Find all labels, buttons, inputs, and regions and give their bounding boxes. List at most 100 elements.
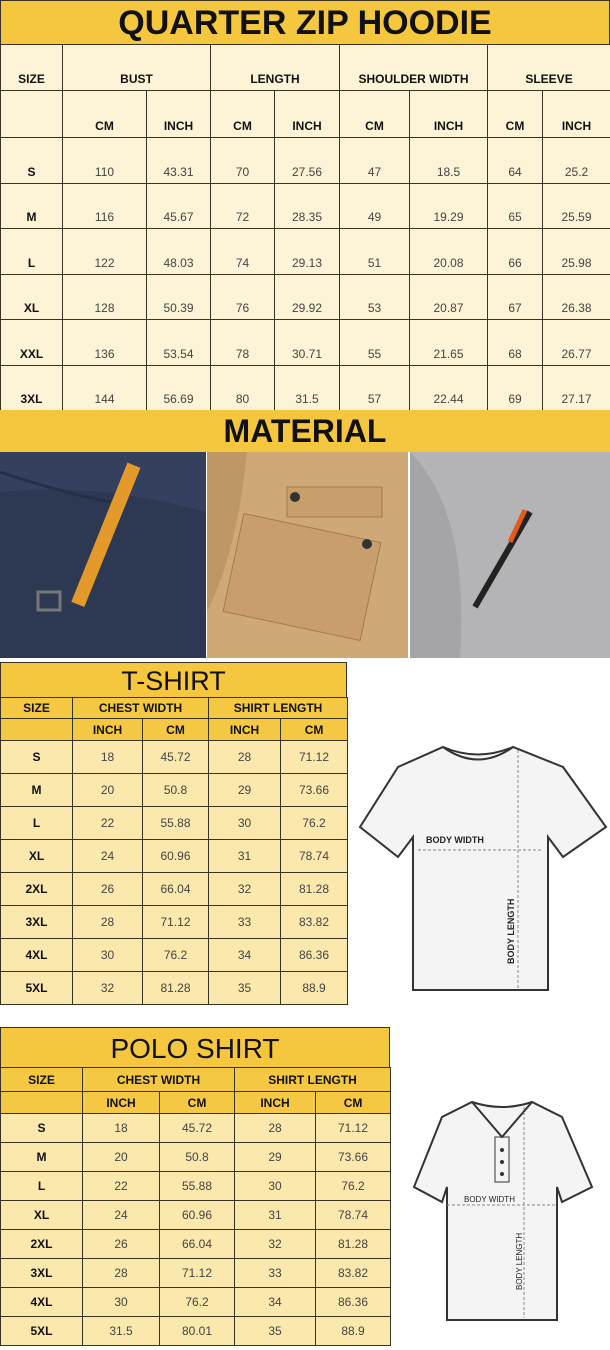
- size-cell: S: [0, 1113, 83, 1143]
- unit-header: INCH: [274, 90, 341, 138]
- value-cell: 26.77: [542, 319, 610, 366]
- size-cell: L: [0, 1171, 83, 1201]
- empty-cell: [0, 718, 73, 741]
- unit-header: INCH: [409, 90, 489, 138]
- polo-diagram: BODY WIDTH BODY LENGTH: [412, 1100, 594, 1321]
- value-cell: 66.04: [141, 872, 210, 906]
- value-cell: 55.88: [158, 1171, 236, 1201]
- table-row: XL 24 60.96 31 78.74: [0, 1200, 392, 1230]
- value-cell: 30: [234, 1171, 317, 1201]
- tshirt-diagram: BODY WIDTH BODY LENGTH: [358, 745, 608, 991]
- column-group-header: CHEST WIDTH: [71, 697, 210, 719]
- value-cell: 18: [72, 740, 143, 774]
- value-cell: 60.96: [158, 1200, 236, 1230]
- column-group-header: SIZE: [0, 44, 63, 91]
- column-group-header: SHOULDER WIDTH: [339, 44, 489, 91]
- table-row: 3XL 144 56.69 80 31.5 57 22.44 69 27.17: [0, 364, 610, 411]
- table-row: L 22 55.88 30 76.2: [0, 1171, 392, 1201]
- value-cell: 83.82: [315, 1258, 392, 1288]
- value-cell: 55: [339, 319, 411, 366]
- value-cell: 20.87: [409, 273, 489, 320]
- value-cell: 65: [487, 182, 544, 229]
- value-cell: 21.65: [409, 319, 489, 366]
- table-row: 5XL 32 81.28 35 88.9: [0, 971, 349, 1005]
- value-cell: 32: [208, 872, 282, 906]
- value-cell: 30: [82, 1287, 160, 1317]
- value-cell: 29.92: [274, 273, 341, 320]
- value-cell: 66.04: [158, 1229, 236, 1259]
- value-cell: 18.5: [409, 137, 489, 184]
- value-cell: 31.5: [82, 1316, 160, 1346]
- header-row: SIZE CHEST WIDTH SHIRT LENGTH: [0, 1067, 392, 1092]
- material-photo-navy-pocket: [0, 452, 206, 658]
- table-row: M 116 45.67 72 28.35 49 19.29 65 25.59: [0, 182, 610, 229]
- value-cell: 18: [82, 1113, 160, 1143]
- value-cell: 80.01: [158, 1316, 236, 1346]
- value-cell: 32: [72, 971, 143, 1005]
- value-cell: 81.28: [315, 1229, 392, 1259]
- value-cell: 76.2: [141, 938, 210, 972]
- table-row: XL 128 50.39 76 29.92 53 20.87 67 26.38: [0, 273, 610, 320]
- value-cell: 71.12: [315, 1113, 392, 1143]
- value-cell: 31: [208, 839, 282, 873]
- value-cell: 60.96: [141, 839, 210, 873]
- polo-title: POLO SHIRT: [0, 1027, 390, 1068]
- unit-header: CM: [158, 1091, 236, 1114]
- table-row: S 18 45.72 28 71.12: [0, 740, 349, 774]
- empty-cell: [0, 1091, 83, 1114]
- value-cell: 76.2: [158, 1287, 236, 1317]
- value-cell: 29: [234, 1142, 317, 1172]
- value-cell: 55.88: [141, 806, 210, 840]
- column-group-header: CHEST WIDTH: [81, 1067, 236, 1092]
- value-cell: 64: [487, 137, 544, 184]
- hoodie-size-table: SIZE BUST LENGTH SHOULDER WIDTH SLEEVE CM INCH…: [0, 44, 610, 411]
- header-row: SIZE CHEST WIDTH SHIRT LENGTH: [0, 697, 349, 719]
- value-cell: 25.2: [542, 137, 610, 184]
- tshirt-title: T-SHIRT: [0, 662, 347, 698]
- column-group-header: SLEEVE: [487, 44, 610, 91]
- value-cell: 24: [72, 839, 143, 873]
- value-cell: 116: [62, 182, 147, 229]
- column-group-header: SHIRT LENGTH: [208, 697, 349, 719]
- polo-size-table: SIZE CHEST WIDTH SHIRT LENGTH INCH CM INCH CM S…: [0, 1067, 392, 1346]
- value-cell: 88.9: [280, 971, 349, 1005]
- unit-header: CM: [210, 90, 276, 138]
- size-cell: 3XL: [0, 1258, 83, 1288]
- size-cell: M: [0, 773, 73, 807]
- value-cell: 78.74: [280, 839, 349, 873]
- tshirt-size-table: SIZE CHEST WIDTH SHIRT LENGTH INCH CM INCH CM S…: [0, 697, 349, 1005]
- value-cell: 53: [339, 273, 411, 320]
- table-row: L 122 48.03 74 29.13 51 20.08 66 25.98: [0, 228, 610, 275]
- value-cell: 31.5: [274, 364, 341, 411]
- size-cell: 4XL: [0, 938, 73, 972]
- value-cell: 27.56: [274, 137, 341, 184]
- tshirt-body-length-label: BODY LENGTH: [506, 899, 516, 964]
- value-cell: 53.54: [145, 319, 212, 366]
- unit-header: CM: [141, 718, 210, 741]
- value-cell: 32: [234, 1229, 317, 1259]
- value-cell: 26: [72, 872, 143, 906]
- empty-cell: [0, 90, 63, 138]
- value-cell: 83.82: [280, 905, 349, 939]
- size-cell: L: [0, 806, 73, 840]
- unit-row: CM INCH CM INCH CM INCH CM INCH: [0, 90, 610, 138]
- table-row: 2XL 26 66.04 32 81.28: [0, 872, 349, 906]
- unit-header: CM: [339, 90, 411, 138]
- value-cell: 67: [487, 273, 544, 320]
- value-cell: 22: [72, 806, 143, 840]
- value-cell: 66: [487, 228, 544, 275]
- value-cell: 136: [62, 319, 147, 366]
- value-cell: 25.98: [542, 228, 610, 275]
- value-cell: 48.03: [145, 228, 212, 275]
- polo-body-width-label: BODY WIDTH: [464, 1195, 515, 1204]
- column-group-header: SHIRT LENGTH: [234, 1067, 392, 1092]
- value-cell: 88.9: [315, 1316, 392, 1346]
- value-cell: 74: [210, 228, 276, 275]
- column-group-header: SIZE: [0, 697, 73, 719]
- value-cell: 45.67: [145, 182, 212, 229]
- unit-header: CM: [62, 90, 147, 138]
- value-cell: 68: [487, 319, 544, 366]
- value-cell: 22.44: [409, 364, 489, 411]
- unit-header: CM: [315, 1091, 392, 1114]
- value-cell: 20.08: [409, 228, 489, 275]
